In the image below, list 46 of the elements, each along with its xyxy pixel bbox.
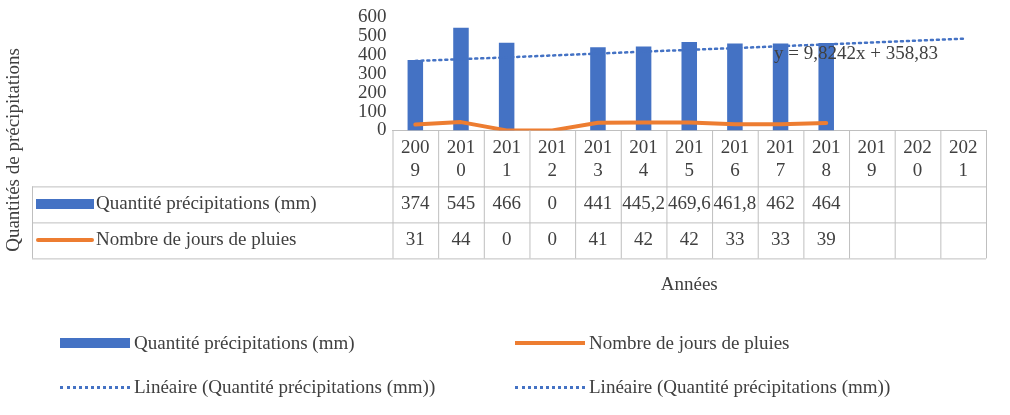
data-label: 0 (501, 228, 512, 250)
x-tick-label: 2013 (583, 135, 613, 180)
x-tick-label: 2021 (948, 135, 978, 180)
data-label: 462 (766, 192, 795, 214)
legend-label: Quantité précipitations (mm) (96, 192, 317, 215)
data-label: 441 (583, 192, 613, 214)
data-label: 39 (816, 228, 836, 250)
x-tick-label: 2009 (401, 135, 430, 180)
x-tick-label: 2020 (903, 135, 932, 180)
x-tick-label: 2018 (811, 135, 841, 180)
data-label: 374 (401, 192, 431, 214)
data-label: 33 (725, 228, 745, 250)
x-tick-label: 2017 (766, 135, 795, 180)
text: Quantité précipitations (mm) (134, 332, 355, 353)
data-label: 466 (492, 192, 521, 214)
y-tick-label: 200 (358, 80, 387, 102)
x-tick-label: 2014 (629, 135, 658, 180)
data-label: 31 (405, 228, 425, 250)
text: Quantités de précipitations (1, 48, 23, 252)
legend-label: Linéaire (Quantité précipitations (mm)) (134, 376, 436, 398)
data-label: 545 (446, 192, 476, 214)
x-tick-label: 2010 (446, 135, 476, 180)
data-label: 461,8 (713, 192, 757, 214)
y-tick-label: 500 (358, 24, 387, 46)
x-axis-title: Années (660, 273, 718, 295)
data-label: 469,6 (667, 192, 711, 214)
legend-label: Linéaire (Quantité précipitations (mm)) (589, 376, 891, 398)
x-tick-label: 2016 (720, 135, 750, 180)
data-label: 42 (634, 228, 654, 250)
legend-label: Nombre de jours de pluies (96, 228, 297, 250)
data-label: 0 (547, 192, 558, 214)
data-label: 44 (451, 228, 471, 250)
y-tick-label: 100 (358, 99, 387, 121)
data-label: 0 (547, 228, 558, 250)
data-label: 464 (811, 192, 841, 214)
x-tick-label: 2019 (857, 135, 887, 180)
x-tick-label: 2011 (492, 135, 521, 180)
y-tick-label: 600 (358, 5, 387, 27)
x-tick-label: 2015 (675, 135, 704, 180)
text: Nombre de jours de pluies (589, 332, 790, 353)
y-tick-label: 0 (377, 118, 387, 140)
data-label: 41 (588, 228, 608, 250)
x-tick-label: 2012 (538, 135, 567, 180)
data-label: 42 (679, 228, 699, 250)
data-label: 33 (771, 228, 791, 250)
data-label: 445,2 (622, 192, 665, 214)
